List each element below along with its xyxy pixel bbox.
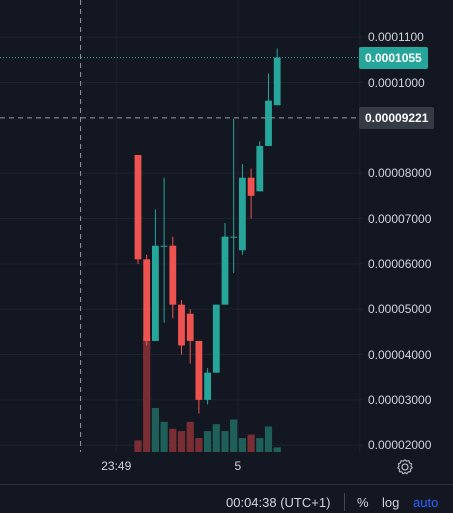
price-tick-label: 0.00002000 xyxy=(368,438,432,453)
volume-bar xyxy=(186,421,194,452)
gear-icon[interactable] xyxy=(396,458,414,476)
volume-bar xyxy=(160,421,168,452)
last-price-label: 0.0001055 xyxy=(359,46,428,69)
candle-body xyxy=(247,177,255,196)
price-tick-label: 0.00007000 xyxy=(368,211,432,226)
percent-scale-button[interactable]: % xyxy=(357,495,369,510)
volume-bar xyxy=(256,438,264,452)
volume-bar xyxy=(247,434,255,452)
price-tick-label: 0.00004000 xyxy=(368,347,432,362)
candle-body xyxy=(178,304,185,346)
chart-pane[interactable] xyxy=(0,0,363,452)
candle-body xyxy=(265,100,272,146)
volume-bar xyxy=(177,431,186,452)
volume-bar xyxy=(195,438,203,452)
candle-body xyxy=(143,259,151,341)
candle-body xyxy=(239,177,246,251)
volume-bar xyxy=(143,336,151,452)
volume-bar xyxy=(273,447,281,452)
candle-body xyxy=(230,236,238,238)
auto-scale-button[interactable]: auto xyxy=(413,495,439,510)
volume-bar xyxy=(134,440,142,452)
candle-body xyxy=(212,304,220,373)
candle-body xyxy=(204,372,211,400)
candle-body xyxy=(273,57,281,106)
price-tick-label: 0.00005000 xyxy=(368,302,432,317)
time-tick-label: 23:49 xyxy=(101,459,132,473)
bottom-toolbar: 00:04:38 (UTC+1) % log auto xyxy=(0,484,453,513)
price-tick-label: 0.00006000 xyxy=(368,256,432,271)
candle-body xyxy=(134,155,142,260)
crosshair-price-label: 0.00009221 xyxy=(359,106,435,129)
volume-bar xyxy=(151,407,159,452)
price-tick-label: 0.0001100 xyxy=(368,30,424,45)
toolbar-divider xyxy=(344,493,345,511)
candle-body xyxy=(152,245,159,341)
price-tick-label: 0.0001000 xyxy=(368,75,425,90)
volume-bar xyxy=(204,431,212,452)
log-scale-button[interactable]: log xyxy=(382,495,400,510)
volume-bar xyxy=(221,431,229,452)
candle-body xyxy=(195,340,203,400)
candle-body xyxy=(160,245,168,247)
price-tick-label: 0.00003000 xyxy=(368,392,432,407)
time-tick-label: 5 xyxy=(234,459,242,473)
candle-body xyxy=(221,236,229,305)
price-tick-label: 0.00008000 xyxy=(368,166,432,181)
volume-bar xyxy=(212,424,220,452)
volume-bar xyxy=(230,419,238,452)
clock-timezone[interactable]: 00:04:38 (UTC+1) xyxy=(226,495,331,510)
volume-bar xyxy=(238,438,246,452)
candlestick-chart[interactable] xyxy=(0,0,363,452)
candle-body xyxy=(186,313,194,341)
candle-body xyxy=(256,145,264,192)
volume-bar xyxy=(264,426,273,452)
volume-bar xyxy=(169,428,177,452)
candle-body xyxy=(169,245,177,305)
